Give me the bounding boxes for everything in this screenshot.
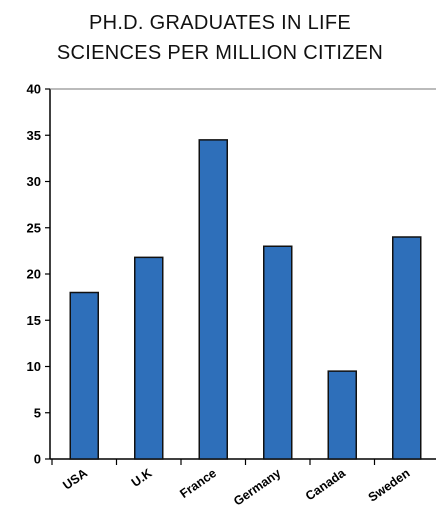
x-tick-label: France: [177, 466, 219, 501]
y-tick-label: 0: [34, 452, 41, 467]
x-tick-label: USA: [60, 466, 90, 493]
chart-title: PH.D. GRADUATES IN LIFE SCIENCES PER MIL…: [0, 8, 440, 68]
y-tick-label: 20: [27, 267, 41, 282]
y-tick-label: 30: [27, 174, 41, 189]
bar-canada: [327, 370, 357, 460]
y-tick-label: 15: [27, 313, 41, 328]
y-tick-label: 25: [27, 220, 41, 235]
x-tick-label: Germany: [231, 466, 283, 509]
y-tick-label: 40: [27, 82, 41, 97]
x-tick-label: U.K: [129, 466, 155, 490]
y-tick-label: 35: [27, 128, 41, 143]
bar-france: [198, 139, 228, 460]
chart-title-line-1: PH.D. GRADUATES IN LIFE: [88, 12, 352, 34]
chart-title-line-2: SCIENCES PER MILLION CITIZEN: [56, 42, 384, 64]
bar-usa: [69, 291, 99, 460]
y-tick-label: 5: [34, 405, 41, 420]
bar-germany: [263, 245, 293, 460]
y-tick-label: 10: [27, 359, 41, 374]
x-tick-label: Sweden: [366, 466, 413, 505]
plot-area: 0 5 10 15 20 25 30 35 40 USA U.K France Germany Canad…: [27, 82, 436, 509]
bar-u-k: [134, 256, 164, 460]
bar-sweden: [392, 236, 422, 460]
x-tick-label: Canada: [303, 465, 349, 503]
